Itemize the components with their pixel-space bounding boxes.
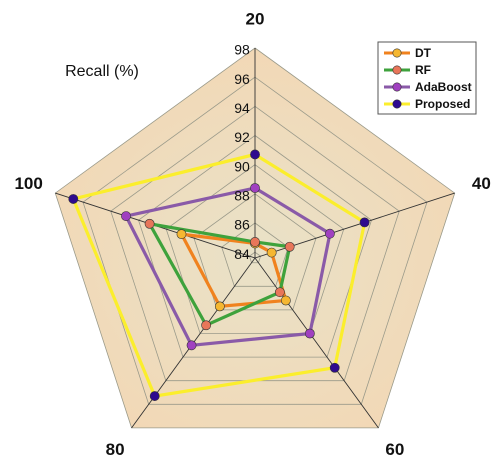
data-point <box>274 287 285 298</box>
grid-ring <box>193 193 317 311</box>
category-label: 80 <box>106 440 125 457</box>
chart-title: Recall (%) <box>65 63 139 80</box>
legend-label: Proposed <box>415 97 470 111</box>
spoke <box>254 257 379 429</box>
data-point <box>68 194 79 204</box>
labels: 84 86 88 90 92 94 96 98 20 40 60 80 100 <box>14 9 490 457</box>
grid-ring <box>165 164 345 334</box>
data-point <box>359 217 370 228</box>
r-tick-label: 92 <box>234 129 250 145</box>
data-point <box>266 247 277 258</box>
data-point <box>214 301 225 312</box>
data-point <box>149 391 160 401</box>
grid-ring <box>82 76 428 405</box>
series-line <box>71 152 367 398</box>
r-tick-label: 90 <box>234 158 250 174</box>
data-point <box>280 295 291 306</box>
grid-ring <box>54 47 456 429</box>
data-point <box>201 320 212 331</box>
data-point <box>284 241 295 252</box>
data-point <box>304 328 315 339</box>
legend-marker <box>392 99 402 109</box>
legend-label: RF <box>415 63 431 77</box>
data-point <box>121 211 131 221</box>
series-line <box>123 186 332 348</box>
category-label: 40 <box>472 174 491 193</box>
r-tick-label: 94 <box>234 100 250 116</box>
r-tick-label: 98 <box>234 42 250 58</box>
r-tick-label: 96 <box>234 71 250 87</box>
legend-marker <box>392 48 402 58</box>
grid-ring <box>248 251 262 264</box>
grid-ring <box>138 135 372 358</box>
data-point <box>250 237 260 247</box>
data-point <box>329 362 340 373</box>
data-point <box>324 228 335 239</box>
r-tick-label: 86 <box>234 217 250 233</box>
legend-label: AdaBoost <box>415 80 472 94</box>
r-tick-label: 88 <box>234 188 250 204</box>
legend: DT RF AdaBoost Proposed <box>377 41 477 115</box>
legend-marker <box>392 65 402 75</box>
data-point <box>176 229 187 240</box>
data-point <box>144 218 155 229</box>
series-line <box>146 221 292 328</box>
r-tick-label: 84 <box>234 246 250 262</box>
category-label: 100 <box>14 174 42 193</box>
legend-marker <box>392 82 402 92</box>
series <box>68 149 370 401</box>
category-label: 20 <box>246 9 265 28</box>
data-point <box>250 183 260 193</box>
legend-label: DT <box>415 46 432 60</box>
data-point <box>186 340 197 351</box>
category-label: 60 <box>385 440 404 457</box>
grid-ring <box>221 222 289 287</box>
data-point <box>250 149 260 160</box>
